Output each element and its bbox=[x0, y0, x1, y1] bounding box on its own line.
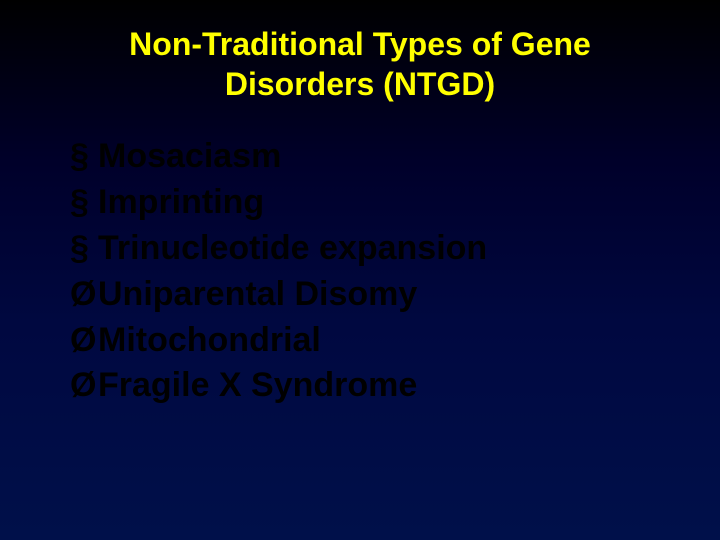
list-item: Ø Mitochondrial bbox=[70, 318, 660, 364]
bullet-glyph: Ø bbox=[70, 272, 98, 318]
slide-title: Non-Traditional Types of Gene Disorders … bbox=[60, 24, 660, 104]
list-item: § Mosaciasm bbox=[70, 134, 660, 180]
bullet-glyph: § bbox=[70, 134, 98, 180]
bullet-glyph: Ø bbox=[70, 363, 98, 409]
list-item: Ø Fragile X Syndrome bbox=[70, 363, 660, 409]
slide-container: Non-Traditional Types of Gene Disorders … bbox=[0, 0, 720, 540]
bullet-glyph: § bbox=[70, 180, 98, 226]
title-line-1: Non-Traditional Types of Gene bbox=[129, 26, 591, 62]
bullet-list: § Mosaciasm § Imprinting § Trinucleotide… bbox=[70, 134, 660, 409]
list-item: Ø Uniparental Disomy bbox=[70, 272, 660, 318]
bullet-glyph: Ø bbox=[70, 318, 98, 364]
list-item: § Imprinting bbox=[70, 180, 660, 226]
list-item-label: Uniparental Disomy bbox=[98, 272, 417, 318]
bullet-glyph: § bbox=[70, 226, 98, 272]
list-item-label: Imprinting bbox=[98, 180, 264, 226]
list-item-label: Fragile X Syndrome bbox=[98, 363, 417, 409]
list-item: § Trinucleotide expansion bbox=[70, 226, 660, 272]
list-item-label: Mitochondrial bbox=[98, 318, 321, 364]
list-item-label: Trinucleotide expansion bbox=[98, 226, 487, 272]
title-line-2: Disorders (NTGD) bbox=[225, 66, 495, 102]
list-item-label: Mosaciasm bbox=[98, 134, 281, 180]
